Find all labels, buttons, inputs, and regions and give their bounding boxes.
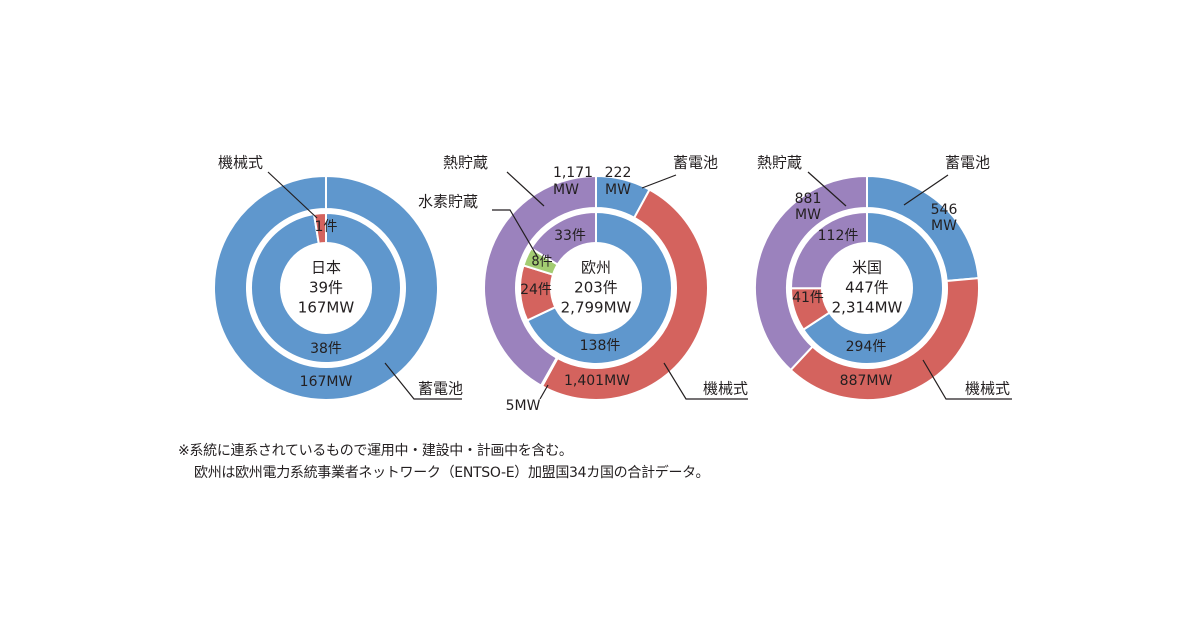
chart-2-outer-slice-mechanical	[789, 277, 980, 401]
us-leader-battery	[903, 174, 949, 206]
chart-2-center-label-0: 米国	[852, 259, 882, 277]
jp-callout-mechanical: 機械式	[218, 154, 263, 172]
us-battery-count-label: 294件	[846, 339, 887, 355]
chart-1-outer-slice-thermal	[483, 174, 597, 387]
chart-2-outer-ring	[754, 174, 980, 401]
eu-leader-mechanical	[663, 362, 748, 400]
eu-callout-hydrogen: 水素貯蔵	[418, 193, 478, 211]
us-callout-mechanical: 機械式	[965, 380, 1010, 398]
us-thermal-mw-value: 881	[795, 191, 822, 207]
chart-0-center-label-0: 日本	[311, 259, 341, 277]
chart-2-center-label-1: 447件	[845, 279, 889, 297]
chart-1-center-label-1: 203件	[574, 279, 618, 297]
eu-battery-mw-value: 222	[605, 165, 632, 181]
eu-thermal-mw-unit: MW	[553, 182, 579, 198]
chart-1-center-hole	[550, 242, 642, 334]
us-thermal-count-label: 112件	[818, 228, 859, 244]
jp-mechanical-count-label: 1件	[315, 219, 338, 235]
footnote-line-1: ※系統に連系されているもので運用中・建設中・計画中を含む。	[178, 443, 573, 459]
jp-leader-mechanical	[267, 171, 318, 219]
jp-callout-battery: 蓄電池	[418, 380, 463, 398]
chart-0-outer-slice-battery	[212, 174, 439, 401]
us-thermal-mw-unit: MW	[795, 207, 821, 223]
footnote-line-2: 欧州は欧州電力系統事業者ネットワーク（ENTSO-E）加盟国34カ国の合計データ…	[194, 465, 710, 481]
eu-thermal-count-label: 33件	[554, 228, 586, 244]
eu-hydrogen-mw-label: 5MW	[506, 398, 541, 414]
us-mechanical-count-label: 41件	[792, 290, 824, 306]
eu-mechanical-mw-label: 1,401MW	[564, 373, 630, 389]
chart-0-center-hole	[280, 242, 372, 334]
eu-callout-thermal: 熱貯蔵	[443, 154, 488, 172]
eu-callout-battery: 蓄電池	[673, 154, 718, 172]
us-callout-thermal: 熱貯蔵	[757, 154, 802, 172]
us-leader-thermal	[807, 171, 847, 207]
us-mechanical-mw-label: 887MW	[840, 373, 893, 389]
eu-thermal-mw-value: 1,171	[553, 165, 593, 181]
chart-1-center-label-2: 2,799MW	[561, 299, 632, 317]
chart-1-center-label-0: 欧州	[581, 259, 611, 277]
us-battery-mw-value: 546	[931, 202, 958, 218]
eu-leader-hydrogen-mw	[539, 384, 549, 400]
us-leader-mechanical	[922, 359, 1012, 400]
us-callout-battery: 蓄電池	[945, 154, 990, 172]
eu-mechanical-count-label: 24件	[520, 282, 552, 298]
eu-leader-thermal	[506, 171, 545, 207]
jp-battery-mw-label: 167MW	[300, 374, 353, 390]
eu-battery-mw-unit: MW	[605, 182, 631, 198]
chart-2-center-hole	[821, 242, 913, 334]
chart-1-outer-ring	[483, 174, 709, 401]
eu-battery-count-label: 138件	[580, 338, 621, 354]
chart-0-outer-ring	[212, 174, 439, 401]
us-battery-mw-unit: MW	[931, 218, 957, 234]
eu-hydrogen-count-label: 8件	[531, 255, 552, 270]
jp-leader-battery	[384, 362, 462, 400]
chart-1-outer-slice-mechanical	[540, 188, 709, 401]
eu-leader-hydrogen	[492, 209, 538, 257]
eu-callout-mechanical: 機械式	[703, 380, 748, 398]
eu-leader-battery	[641, 174, 677, 189]
chart-2-outer-slice-thermal	[754, 174, 868, 372]
chart-0-center-label-1: 39件	[309, 279, 343, 297]
jp-battery-count-label: 38件	[310, 341, 342, 357]
chart-0-center-label-2: 167MW	[298, 299, 355, 317]
chart-2-center-label-2: 2,314MW	[832, 299, 903, 317]
chart-2-inner-ring	[789, 210, 944, 365]
